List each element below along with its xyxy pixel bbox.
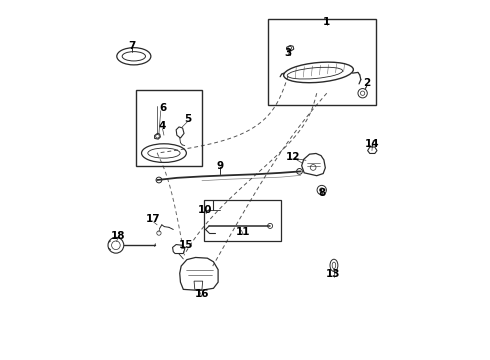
Text: 6: 6	[159, 103, 166, 113]
Text: 7: 7	[128, 41, 136, 50]
Text: 17: 17	[146, 215, 161, 224]
Text: 4: 4	[159, 121, 166, 131]
Text: 8: 8	[318, 188, 326, 198]
Text: 13: 13	[326, 269, 340, 279]
Text: 15: 15	[178, 240, 193, 250]
Text: 5: 5	[184, 114, 191, 124]
Text: 10: 10	[198, 206, 213, 216]
Text: 12: 12	[286, 152, 301, 162]
Bar	[136, 90, 202, 166]
Bar	[204, 200, 281, 241]
Text: 9: 9	[216, 161, 223, 171]
Text: 14: 14	[365, 139, 380, 149]
Text: 3: 3	[284, 48, 292, 58]
Circle shape	[296, 168, 302, 174]
Text: 11: 11	[236, 227, 250, 237]
Bar	[269, 19, 376, 105]
Circle shape	[268, 224, 272, 228]
Circle shape	[156, 177, 162, 183]
Text: 16: 16	[195, 289, 209, 299]
Text: 18: 18	[110, 231, 125, 240]
Text: 1: 1	[323, 17, 330, 27]
Text: 2: 2	[363, 78, 370, 88]
